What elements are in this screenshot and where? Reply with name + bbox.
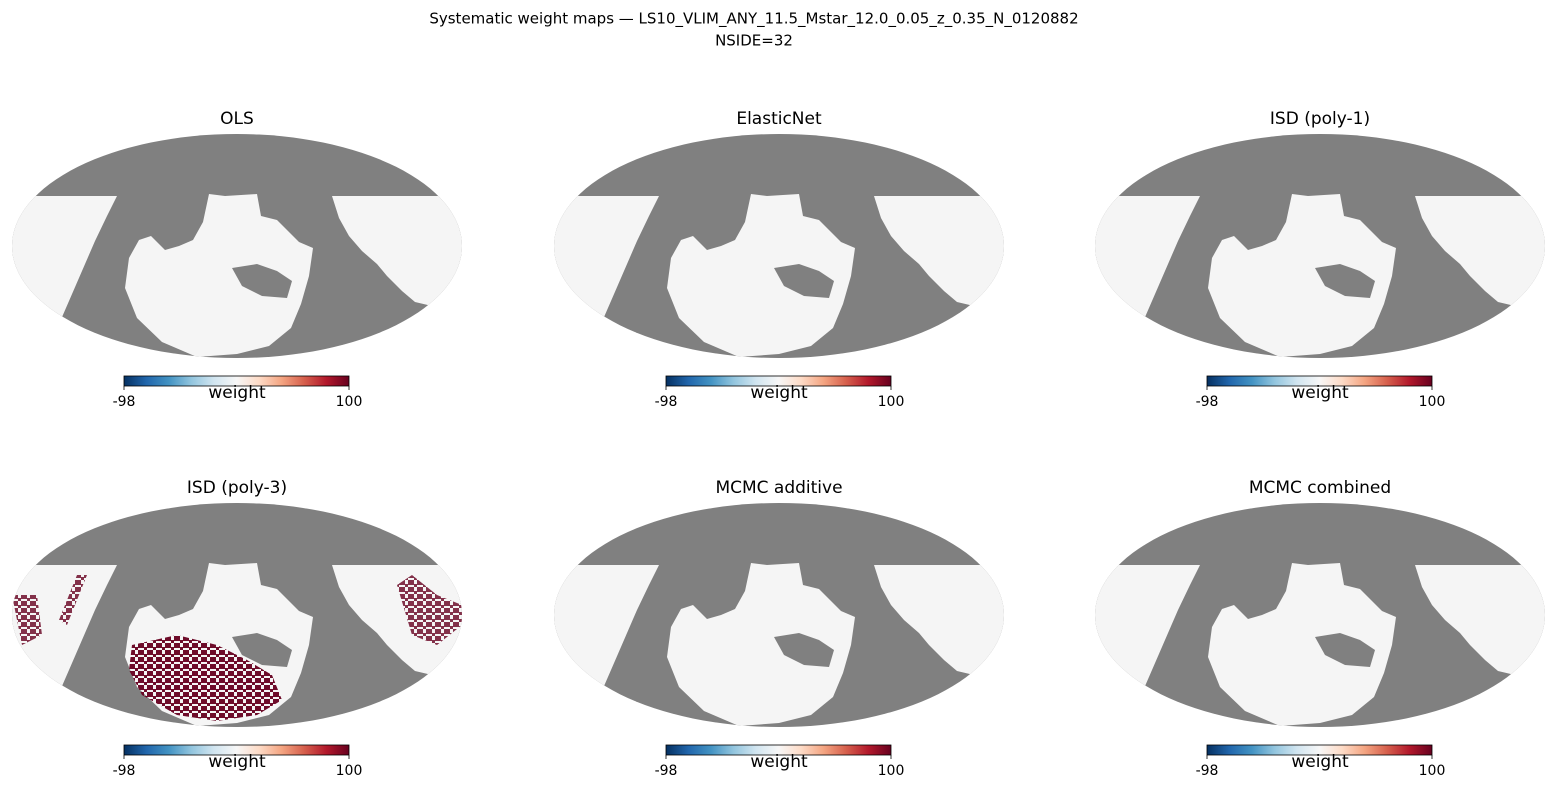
footprint-region <box>1208 563 1396 726</box>
saturated-pixels <box>12 575 462 721</box>
colorbar <box>665 744 892 756</box>
footprint <box>1095 194 1545 358</box>
sky-map <box>1095 503 1545 727</box>
footprint-region <box>1208 194 1396 357</box>
panel-title: ISD (poly-3) <box>187 478 287 498</box>
colorbar-label: weight <box>1291 383 1349 403</box>
colorbar <box>123 375 350 387</box>
footprint-region <box>1415 196 1545 306</box>
footprint-hole <box>774 633 834 667</box>
footprint <box>12 194 462 358</box>
colorbar <box>123 744 350 756</box>
panels: OLS -98 100 weight ElasticNet -98 100 weight ISD… <box>12 109 1545 779</box>
footprint-hole <box>774 264 834 298</box>
footprint-hole <box>232 633 292 667</box>
colorbar-tick-label: -98 <box>1196 394 1219 410</box>
colorbar <box>1206 375 1433 387</box>
colorbar-tick-label: -98 <box>655 394 678 410</box>
sky-map <box>554 503 1004 727</box>
colorbar-tick-label: -98 <box>113 763 136 779</box>
figure-title: Systematic weight maps — LS10_VLIM_ANY_1… <box>429 10 1078 29</box>
footprint-region <box>125 194 313 357</box>
colorbar <box>665 375 892 387</box>
sky-map <box>554 134 1004 358</box>
colorbar-label: weight <box>1291 752 1349 772</box>
footprint-hole <box>1315 264 1375 298</box>
footprint-hole <box>1315 633 1375 667</box>
colorbar-tick-label: 100 <box>1419 763 1446 779</box>
footprint <box>1095 563 1545 727</box>
footprint-region <box>874 196 1004 306</box>
panel-title: MCMC combined <box>1249 478 1391 498</box>
colorbar-tick-label: 100 <box>878 394 905 410</box>
footprint-region <box>332 196 462 306</box>
colorbar-tick-label: 100 <box>1419 394 1446 410</box>
colorbar-tick-label: -98 <box>1196 763 1219 779</box>
footprint-region <box>667 563 855 726</box>
colorbar-tick-label: 100 <box>878 763 905 779</box>
footprint <box>554 194 1004 358</box>
colorbar-label: weight <box>208 383 266 403</box>
colorbar-tick-label: 100 <box>336 763 363 779</box>
colorbar-label: weight <box>750 752 808 772</box>
footprint-region <box>1415 565 1545 675</box>
sky-map <box>1095 134 1545 358</box>
colorbar-label: weight <box>750 383 808 403</box>
colorbar <box>1206 744 1433 756</box>
panel-title: OLS <box>220 109 254 129</box>
footprint <box>554 563 1004 727</box>
colorbar-label: weight <box>208 752 266 772</box>
figure-subtitle: NSIDE=32 <box>715 32 793 50</box>
colorbar-tick-label: -98 <box>113 394 136 410</box>
footprint-hole <box>232 264 292 298</box>
panel-title: MCMC additive <box>715 478 842 498</box>
sky-map <box>12 134 462 358</box>
colorbar-tick-label: 100 <box>336 394 363 410</box>
colorbar-tick-label: -98 <box>655 763 678 779</box>
footprint-region <box>667 194 855 357</box>
footprint-region <box>874 565 1004 675</box>
panel-title: ElasticNet <box>736 109 822 129</box>
panel-title: ISD (poly-1) <box>1270 109 1370 129</box>
